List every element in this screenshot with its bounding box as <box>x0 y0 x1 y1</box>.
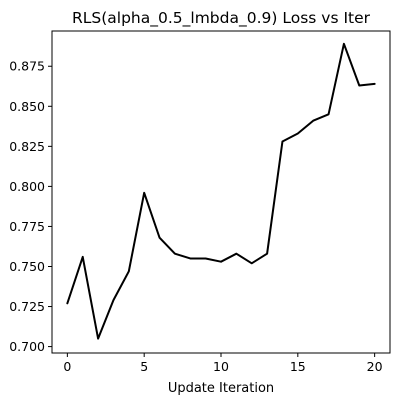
y-axis: 0.700 0.725 0.750 0.775 0.800 0.825 0.850 0.875 <box>9 59 52 354</box>
y-tick-label: 0.800 <box>9 179 45 194</box>
x-axis-title: Update Iteration <box>168 381 274 396</box>
y-tick-label: 0.825 <box>9 139 45 154</box>
y-tick-label: 0.875 <box>9 59 45 74</box>
x-tick-label: 15 <box>290 359 306 374</box>
y-tick-label: 0.775 <box>9 219 45 234</box>
chart-title: RLS(alpha_0.5_lmbda_0.9) Loss vs Iter <box>72 9 371 28</box>
x-tick-label: 20 <box>367 359 383 374</box>
x-tick-label: 5 <box>140 359 148 374</box>
loss-series-line <box>66 42 376 340</box>
y-tick-label: 0.700 <box>9 339 45 354</box>
x-tick-label: 10 <box>213 359 229 374</box>
y-tick-label: 0.750 <box>9 259 45 274</box>
series-layer <box>66 42 376 340</box>
y-tick-label: 0.850 <box>9 99 45 114</box>
y-tick-label: 0.725 <box>9 299 45 314</box>
plot-frame <box>51 30 391 354</box>
x-axis: 0 5 10 15 20 <box>63 353 383 374</box>
x-tick-label: 0 <box>63 359 71 374</box>
